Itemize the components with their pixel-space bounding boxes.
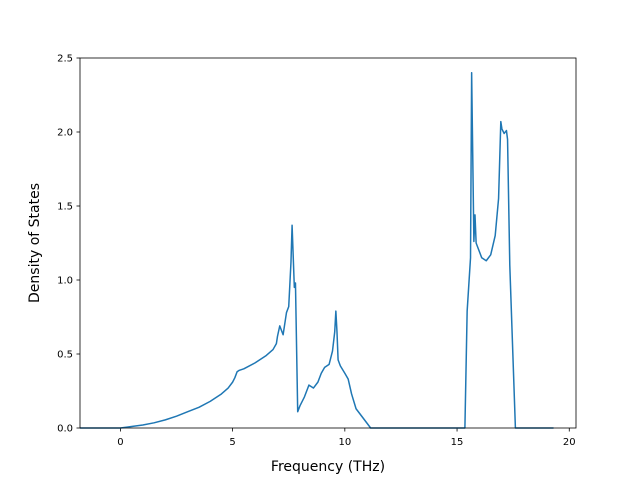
plot-area xyxy=(80,58,576,428)
x-axis-title: Frequency (THz) xyxy=(271,459,385,475)
y-axis-title: Density of States xyxy=(27,183,43,303)
dos-series-line xyxy=(80,72,554,429)
x-axis-ticks: 0 5 10 15 20 xyxy=(117,428,576,448)
x-tick-label: 15 xyxy=(451,437,464,448)
x-tick-label: 20 xyxy=(563,437,576,448)
y-tick-label: 1.5 xyxy=(57,202,73,213)
x-tick-label: 0 xyxy=(117,437,123,448)
y-tick-label: 1.0 xyxy=(57,276,73,287)
y-tick-label: 0.5 xyxy=(57,350,73,361)
x-tick-label: 5 xyxy=(229,437,235,448)
y-axis-ticks: 0.0 0.5 1.0 1.5 2.0 2.5 xyxy=(57,54,80,435)
y-tick-label: 0.0 xyxy=(57,424,73,435)
x-tick-label: 10 xyxy=(338,437,351,448)
y-tick-label: 2.5 xyxy=(57,54,73,65)
y-tick-label: 2.0 xyxy=(57,128,73,139)
plot-frame xyxy=(79,57,577,429)
